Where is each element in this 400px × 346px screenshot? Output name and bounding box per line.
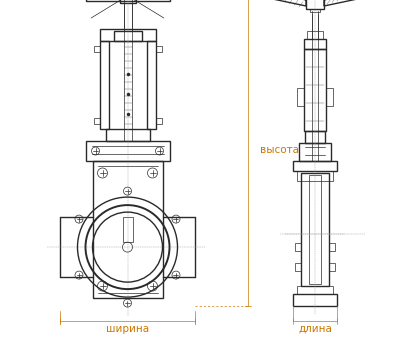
Bar: [86, 141, 170, 161]
Bar: [306, 0, 324, 9]
Bar: [297, 286, 333, 294]
Bar: [293, 161, 337, 171]
Bar: [114, 31, 142, 41]
Bar: [100, 29, 156, 41]
Text: длина: длина: [298, 324, 332, 334]
Text: ширина: ширина: [106, 324, 149, 334]
Bar: [120, 0, 136, 3]
Bar: [304, 49, 326, 131]
Bar: [106, 129, 150, 141]
Bar: [122, 217, 132, 242]
Bar: [94, 118, 100, 124]
Bar: [329, 243, 335, 251]
Bar: [156, 118, 162, 124]
Bar: [100, 41, 108, 129]
Bar: [305, 131, 325, 143]
Bar: [295, 243, 301, 251]
Bar: [309, 175, 321, 284]
Bar: [295, 263, 301, 271]
Bar: [297, 171, 333, 181]
Bar: [156, 46, 162, 52]
Bar: [297, 88, 304, 106]
Bar: [301, 173, 329, 286]
Bar: [304, 39, 326, 49]
Text: высота: высота: [260, 145, 299, 155]
Bar: [293, 294, 337, 306]
Bar: [310, 9, 320, 12]
Bar: [94, 46, 100, 52]
Bar: [92, 161, 162, 298]
Bar: [307, 31, 323, 39]
Bar: [146, 41, 156, 129]
Bar: [299, 143, 331, 161]
Bar: [329, 263, 335, 271]
Bar: [326, 88, 333, 106]
